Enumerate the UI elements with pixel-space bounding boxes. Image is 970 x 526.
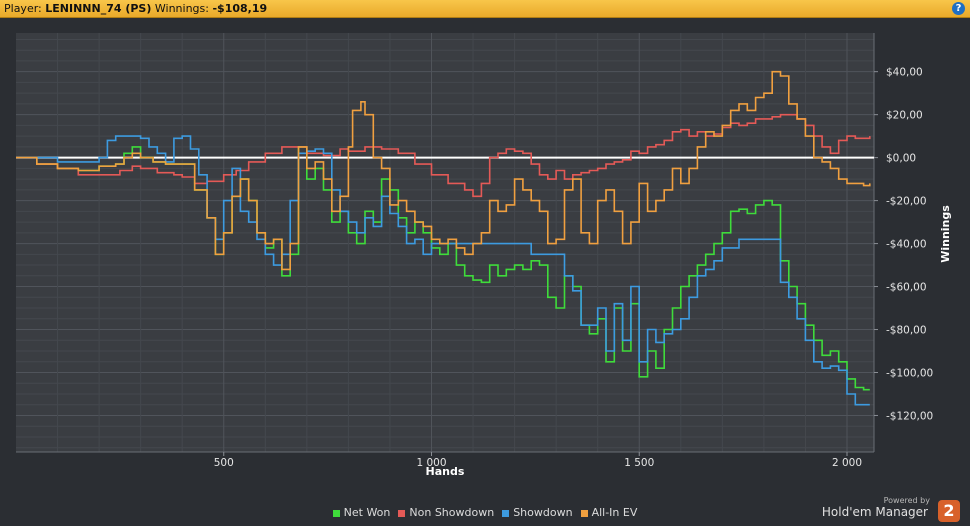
series-lines <box>16 70 871 406</box>
legend-label: All-In EV <box>591 506 638 519</box>
legend-item-net-won[interactable]: Net Won <box>332 506 391 519</box>
y-tick-label: $0,00 <box>886 153 916 165</box>
y-tick-label: -$40,00 <box>886 239 927 251</box>
series-line-non-showdown <box>16 113 871 198</box>
legend-swatch <box>580 509 588 517</box>
x-axis-title: Hands <box>426 465 465 478</box>
winnings-chart: $40,00 $20,00 $0,00 -$20,00 -$40,00 -$60,00 -$… <box>16 33 952 478</box>
title-bar: Player: LENINNN_74 (PS) Winnings: -$108,… <box>0 0 970 18</box>
legend: Net Won Non Showdown Showdown All-In EV <box>0 506 970 519</box>
plot-background <box>16 33 874 452</box>
hem2-logo-icon: 2 <box>938 500 960 522</box>
y-tick-label: -$100,00 <box>886 367 933 379</box>
y-tick-label: -$20,00 <box>886 196 927 208</box>
legend-item-all-in-ev[interactable]: All-In EV <box>580 506 638 519</box>
y-tick-label: $40,00 <box>886 67 923 79</box>
y-tick-label: -$80,00 <box>886 325 927 337</box>
series-line-all-in-ev <box>16 70 871 271</box>
help-icon[interactable]: ? <box>952 2 965 15</box>
x-axis: 500 1 000 1 500 2 000 <box>214 452 862 469</box>
legend-swatch <box>502 509 510 517</box>
y-axis: $40,00 $20,00 $0,00 -$20,00 -$40,00 -$60,00 -$… <box>874 67 933 422</box>
player-name: LENINNN_74 (PS) <box>45 2 152 15</box>
legend-item-non-showdown[interactable]: Non Showdown <box>398 506 494 519</box>
legend-swatch <box>332 509 340 517</box>
player-label: Player: <box>4 2 42 15</box>
winnings-value: -$108,19 <box>212 2 268 15</box>
legend-label: Net Won <box>343 506 391 519</box>
y-axis-title: Winnings <box>939 205 952 263</box>
x-tick-label: 1 000 <box>416 457 446 469</box>
winnings-label: Winnings: <box>154 2 209 15</box>
brand-name: Hold'em Manager <box>821 505 928 519</box>
legend-label: Non Showdown <box>409 506 495 519</box>
legend-item-showdown[interactable]: Showdown <box>502 506 573 519</box>
y-tick-label: -$120,00 <box>886 410 933 422</box>
x-tick-label: 1 500 <box>624 457 654 469</box>
powered-by-label: Powered by <box>883 496 930 505</box>
x-tick-label: 500 <box>214 457 234 469</box>
y-tick-label: $20,00 <box>886 110 923 122</box>
y-tick-label: -$60,00 <box>886 282 927 294</box>
x-tick-label: 2 000 <box>832 457 862 469</box>
legend-label: Showdown <box>513 506 573 519</box>
series-line-showdown <box>16 135 870 406</box>
legend-swatch <box>398 509 406 517</box>
player-summary: Player: LENINNN_74 (PS) Winnings: -$108,… <box>4 2 267 15</box>
